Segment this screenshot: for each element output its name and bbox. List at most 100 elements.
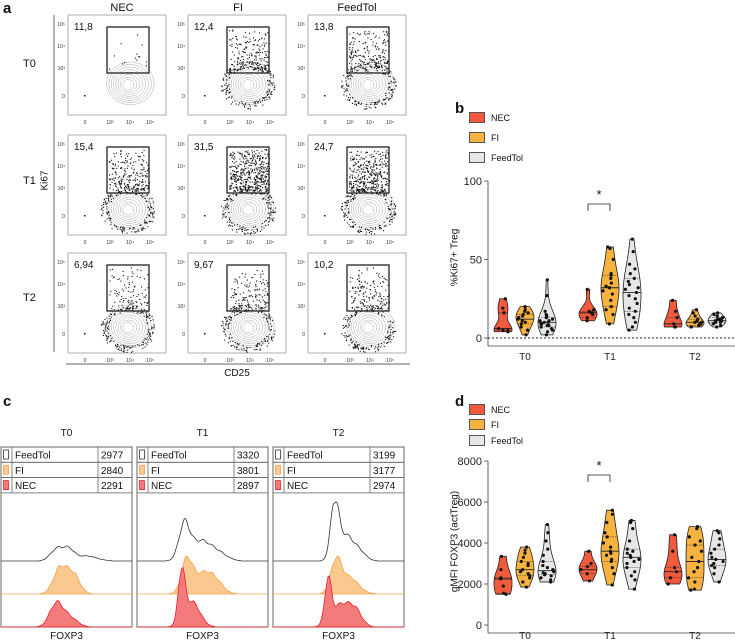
event-dot (146, 216, 148, 219)
data-point (544, 333, 549, 337)
event-dot (242, 182, 244, 184)
event-dot (392, 327, 394, 329)
event-dot (120, 153, 122, 155)
event-dot (123, 351, 125, 353)
event-dot (383, 61, 385, 63)
event-dot (373, 286, 375, 288)
data-point (689, 588, 693, 592)
data-point (672, 566, 677, 570)
data-point (625, 551, 629, 555)
event-dot (116, 343, 119, 346)
event-dot (359, 159, 361, 161)
data-point (549, 578, 553, 582)
event-dot (141, 193, 143, 195)
event-dot (357, 150, 359, 153)
event-dot (231, 165, 233, 167)
event-dot (360, 286, 362, 288)
violin-nec-t1 (578, 549, 598, 583)
series-name: FI (287, 466, 296, 477)
event-dot (225, 317, 227, 319)
event-dot (244, 151, 246, 153)
event-dot (145, 316, 147, 318)
event-dot (371, 296, 373, 298)
event-dot (353, 195, 355, 197)
event-dot (240, 153, 242, 155)
event-dot (384, 73, 386, 75)
event-dot (259, 186, 261, 188)
event-dot (224, 333, 227, 335)
event-dot (386, 302, 388, 304)
data-point (630, 237, 635, 241)
event-dot (385, 68, 387, 70)
event-dot (357, 102, 359, 104)
event-dot (236, 346, 238, 348)
event-dot (235, 194, 237, 196)
event-dot (379, 191, 381, 193)
event-dot (125, 185, 127, 187)
event-dot (101, 207, 103, 209)
event-dot (266, 149, 268, 151)
event-dot (254, 102, 256, 104)
event-dot (377, 189, 379, 192)
event-dot (355, 344, 357, 346)
event-dot (369, 62, 371, 64)
event-dot (355, 346, 357, 348)
event-dot (350, 195, 352, 197)
event-dot (135, 188, 138, 190)
contour-line (233, 312, 266, 342)
x-tick-label: 0 (324, 120, 327, 126)
event-dot (251, 54, 253, 56)
event-dot (354, 161, 356, 163)
event-dot (223, 213, 225, 215)
event-dot (224, 73, 226, 75)
event-dot (254, 169, 256, 171)
event-dot (256, 345, 258, 348)
event-dot (363, 68, 365, 70)
event-dot (232, 170, 234, 172)
event-dot (247, 150, 249, 152)
event-dot (354, 346, 356, 349)
y-tick-label: 0 (182, 332, 185, 338)
event-dot (361, 299, 363, 301)
event-dot (375, 48, 378, 50)
contour-line (117, 317, 140, 338)
event-dot (107, 210, 109, 213)
event-dot (234, 156, 236, 158)
event-dot (387, 330, 389, 332)
event-dot (147, 341, 149, 343)
event-dot (236, 180, 238, 182)
event-dot (377, 66, 379, 68)
event-dot (381, 161, 383, 163)
event-dot (271, 91, 273, 93)
event-dot (257, 172, 259, 174)
event-dot (242, 226, 244, 228)
event-dot (144, 170, 146, 173)
event-dot (379, 193, 381, 195)
legend-table-row-nec: NEC 2291 (0, 477, 133, 494)
event-dot (234, 175, 236, 177)
event-dot (123, 347, 125, 349)
event-dot (267, 179, 269, 181)
event-dot (121, 229, 123, 231)
event-dot (258, 68, 260, 70)
event-dot (372, 59, 374, 61)
event-dot (256, 295, 258, 297)
event-dot (261, 181, 263, 183)
event-dot (235, 168, 238, 170)
event-dot (388, 87, 390, 89)
contour-line (122, 322, 135, 334)
event-dot (362, 181, 364, 183)
event-dot (239, 43, 241, 45)
event-dot (354, 345, 356, 347)
event-dot (372, 186, 375, 188)
event-dot (395, 85, 397, 87)
event-dot (347, 319, 349, 321)
legend-item-nec: NEC (469, 112, 510, 123)
data-point (519, 325, 523, 329)
event-dot (267, 293, 269, 295)
event-dot (380, 164, 382, 166)
contour-line (242, 204, 255, 216)
event-dot (264, 99, 266, 101)
event-dot (244, 51, 246, 53)
event-dot (116, 189, 118, 191)
